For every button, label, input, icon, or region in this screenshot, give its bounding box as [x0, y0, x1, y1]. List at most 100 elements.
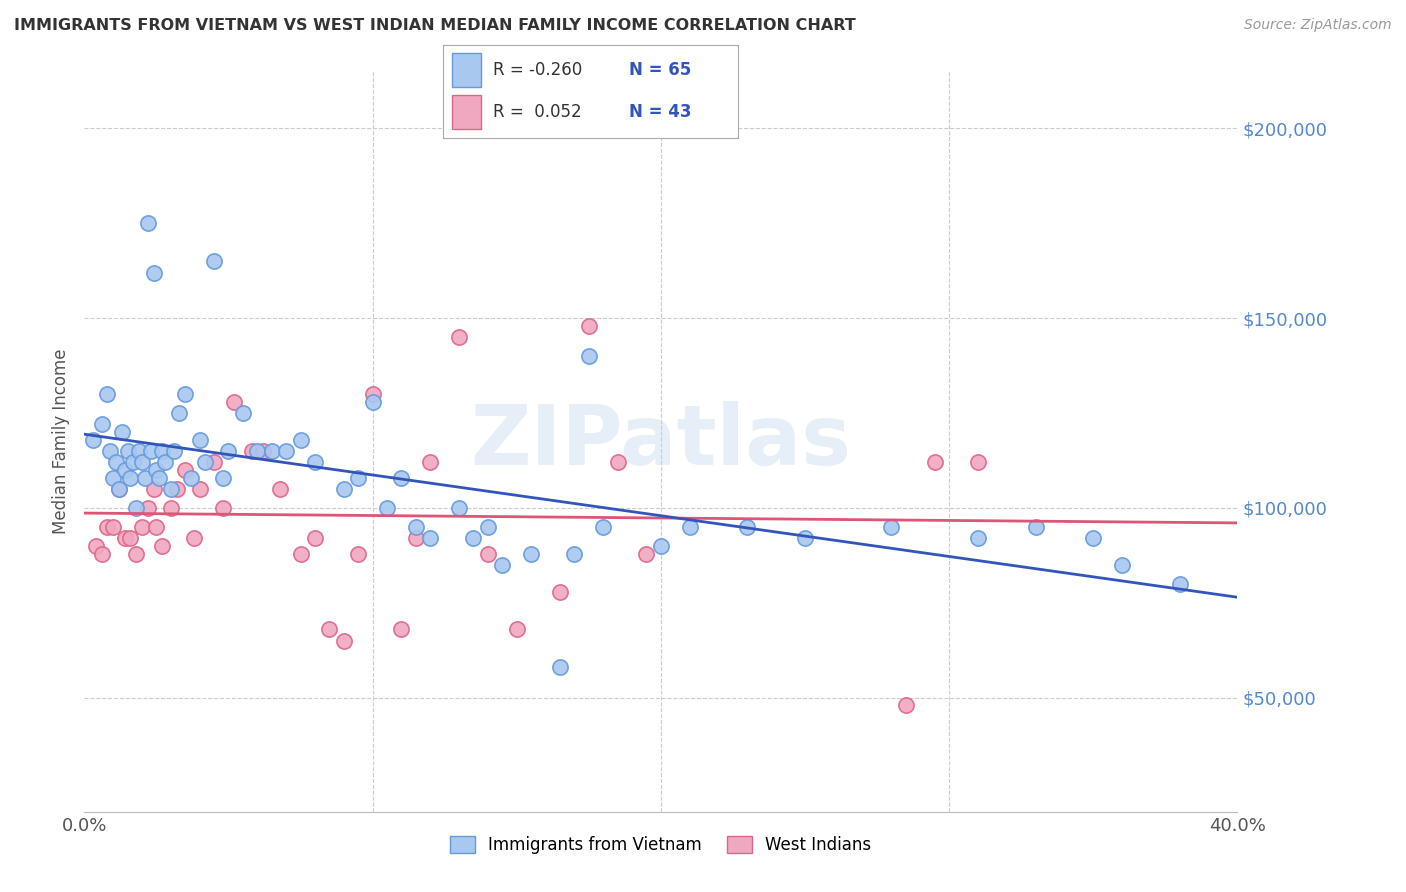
Point — [477, 520, 499, 534]
Point — [96, 520, 118, 534]
Point — [679, 520, 702, 534]
Point — [290, 547, 312, 561]
Point — [592, 520, 614, 534]
Point — [111, 425, 134, 439]
Point — [166, 482, 188, 496]
Point — [318, 623, 340, 637]
Point — [606, 455, 628, 469]
Point — [153, 455, 176, 469]
FancyBboxPatch shape — [451, 53, 481, 87]
Point — [391, 623, 413, 637]
Point — [578, 318, 600, 333]
Point — [134, 470, 156, 484]
Point — [1025, 520, 1047, 534]
Point — [1111, 558, 1133, 572]
Point — [128, 444, 150, 458]
Point — [224, 394, 246, 409]
Point — [194, 455, 217, 469]
Point — [139, 444, 162, 458]
Point — [125, 547, 148, 561]
Point — [150, 539, 173, 553]
Point — [419, 455, 441, 469]
Point — [449, 330, 471, 344]
Point — [163, 444, 186, 458]
Point — [880, 520, 903, 534]
Legend: Immigrants from Vietnam, West Indians: Immigrants from Vietnam, West Indians — [441, 828, 880, 863]
Point — [405, 532, 427, 546]
Text: Source: ZipAtlas.com: Source: ZipAtlas.com — [1244, 18, 1392, 32]
Point — [169, 406, 191, 420]
Point — [924, 455, 946, 469]
Text: IMMIGRANTS FROM VIETNAM VS WEST INDIAN MEDIAN FAMILY INCOME CORRELATION CHART: IMMIGRANTS FROM VIETNAM VS WEST INDIAN M… — [14, 18, 856, 33]
Point — [174, 387, 197, 401]
Point — [304, 455, 326, 469]
Point — [211, 500, 233, 515]
Point — [125, 500, 148, 515]
Point — [103, 520, 124, 534]
Point — [160, 482, 183, 496]
Point — [90, 547, 112, 561]
Point — [240, 444, 263, 458]
Point — [650, 539, 672, 553]
Point — [333, 482, 356, 496]
Point — [96, 387, 118, 401]
Text: N = 65: N = 65 — [628, 61, 692, 78]
Point — [1083, 532, 1105, 546]
Point — [361, 394, 384, 409]
Point — [188, 433, 211, 447]
Point — [506, 623, 529, 637]
Point — [218, 444, 240, 458]
Point — [148, 470, 170, 484]
Point — [188, 482, 211, 496]
Point — [150, 444, 173, 458]
Point — [98, 444, 121, 458]
Point — [405, 520, 427, 534]
Point — [160, 500, 183, 515]
FancyBboxPatch shape — [451, 95, 481, 129]
Point — [564, 547, 586, 561]
Text: R =  0.052: R = 0.052 — [494, 103, 582, 121]
Point — [114, 532, 136, 546]
Point — [183, 532, 205, 546]
Point — [967, 455, 990, 469]
Point — [375, 500, 398, 515]
Point — [391, 470, 413, 484]
Point — [276, 444, 298, 458]
Point — [136, 500, 159, 515]
Point — [252, 444, 274, 458]
Point — [145, 463, 167, 477]
Point — [894, 698, 917, 713]
Point — [463, 532, 485, 546]
Point — [246, 444, 269, 458]
Point — [120, 532, 142, 546]
Y-axis label: Median Family Income: Median Family Income — [52, 349, 70, 534]
Point — [90, 417, 112, 432]
Point — [122, 455, 145, 469]
Point — [103, 470, 124, 484]
Point — [419, 532, 441, 546]
Point — [269, 482, 291, 496]
Point — [361, 387, 384, 401]
Point — [232, 406, 254, 420]
Point — [737, 520, 759, 534]
Point — [520, 547, 543, 561]
Point — [108, 482, 131, 496]
Point — [142, 266, 165, 280]
Point — [174, 463, 197, 477]
Point — [347, 470, 370, 484]
Point — [84, 539, 107, 553]
Point — [202, 455, 225, 469]
Point — [347, 547, 370, 561]
Point — [967, 532, 990, 546]
Point — [548, 584, 571, 599]
Point — [180, 470, 202, 484]
Point — [477, 547, 499, 561]
Point — [333, 633, 356, 648]
Text: N = 43: N = 43 — [628, 103, 692, 121]
Point — [114, 463, 136, 477]
Point — [1168, 577, 1191, 591]
Point — [211, 470, 233, 484]
Point — [105, 455, 128, 469]
Point — [794, 532, 817, 546]
Point — [449, 500, 471, 515]
